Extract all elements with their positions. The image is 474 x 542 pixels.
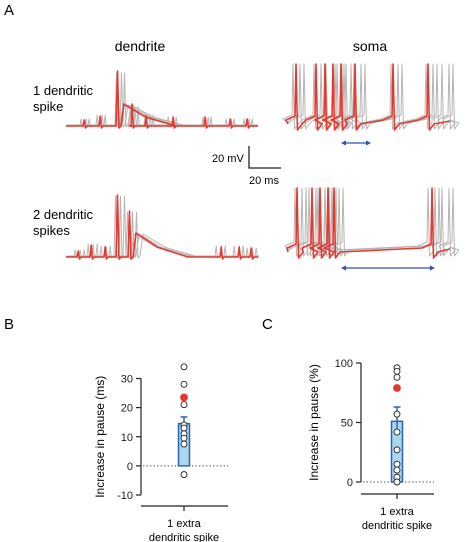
x-category-label: dendritic spike (362, 520, 432, 532)
data-point (393, 410, 401, 418)
soma-trace-1-gray-0 (282, 63, 451, 130)
dendrite-trace-1-gray-2 (66, 72, 258, 128)
x-category-label: dendritic spike (149, 532, 219, 542)
data-point (393, 367, 401, 375)
x-category-label: 1 extra (167, 518, 202, 530)
y-tick-label: 0 (127, 461, 133, 473)
scale-bar-time-label: 20 ms (249, 175, 279, 187)
chart-c: 0 50 100 Increase in pause (%) 1 extra dendri… (307, 358, 434, 532)
data-point (180, 440, 188, 448)
scale-bar: 20 mV 20 ms (212, 146, 281, 187)
panel-a-letter: A (4, 2, 14, 19)
y-tick-label: 10 (121, 432, 133, 444)
y-tick-label: -10 (117, 490, 133, 502)
y-axis-label: Increase in pause (%) (307, 364, 321, 481)
panel-b-letter: B (4, 316, 14, 333)
y-axis-label: Increase in pause (ms) (93, 376, 107, 498)
panel-c-letter: C (262, 316, 273, 333)
data-point (393, 460, 401, 468)
soma-trace-2-red (286, 187, 451, 259)
row1-label-line1: 1 dendritic (33, 83, 93, 98)
pause-arrow-2 (341, 265, 435, 271)
data-point (180, 471, 188, 479)
data-point (393, 428, 401, 436)
data-point (393, 373, 401, 381)
data-point (180, 424, 188, 432)
row1-label-line2: spike (33, 99, 63, 114)
data-point (393, 466, 401, 474)
dendrite-trace-1-red (66, 70, 258, 129)
dendrite-trace-2-red (66, 194, 258, 260)
soma-trace-1-gray-1 (287, 63, 456, 130)
y-tick-label: 100 (335, 358, 353, 370)
soma-trace-1-red (285, 63, 451, 131)
data-point (393, 446, 401, 454)
pause-arrow-1 (341, 140, 371, 146)
y-tick-label: 20 (121, 403, 133, 415)
scale-bar-voltage-label: 20 mV (212, 153, 244, 165)
highlighted-data-point (393, 384, 401, 392)
data-point (180, 380, 188, 388)
data-point (180, 401, 188, 409)
y-tick-label: 50 (341, 418, 353, 430)
highlighted-data-point (180, 393, 188, 402)
row2-label-line2: spikes (33, 223, 70, 238)
dendrite-header: dendrite (115, 38, 166, 54)
data-point (393, 478, 401, 486)
y-tick-label: 0 (347, 477, 353, 489)
voltage-traces (66, 63, 460, 260)
soma-header: soma (353, 38, 387, 54)
data-point (180, 434, 188, 442)
row2-label-line1: 2 dendritic (33, 207, 93, 222)
dendrite-trace-2-gray-2 (66, 195, 260, 259)
y-tick-label: 30 (121, 374, 133, 386)
chart-b: -10 0 10 20 30 Increase in pause (ms) 1 extra d… (93, 363, 228, 542)
x-category-label: 1 extra (380, 506, 415, 518)
data-point (180, 363, 188, 371)
